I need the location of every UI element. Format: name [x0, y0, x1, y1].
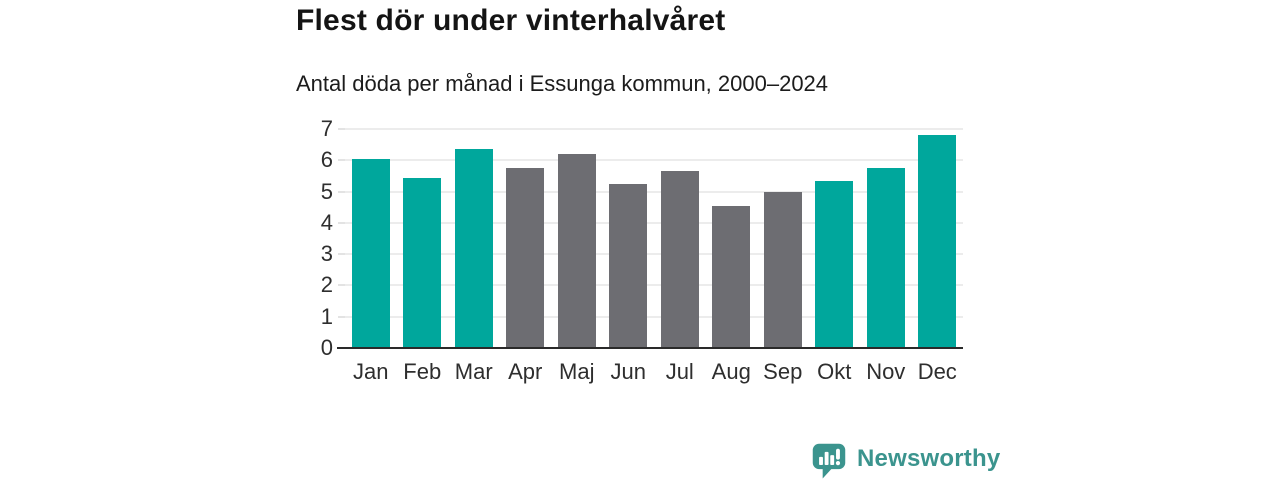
bar-sep [763, 191, 802, 348]
bar-slot [448, 129, 500, 348]
x-axis-tick-label: Okt [817, 359, 852, 384]
y-axis-tick-label: 3 [320, 241, 333, 267]
gridline [345, 284, 963, 287]
x-axis-tick-label: Mar [454, 359, 493, 384]
gridline [345, 190, 963, 193]
y-axis-tickmark [338, 159, 345, 162]
y-axis-tick-label: 7 [320, 116, 333, 141]
y-axis-tickmark [338, 128, 345, 130]
bar-slot [551, 129, 603, 348]
chart-title: Flest dör under vinterhalvåret [296, 4, 726, 37]
bar-slot [603, 129, 655, 348]
bar-chart-speech-bubble-icon [812, 443, 846, 479]
x-axis-tick-label: Feb [403, 359, 442, 384]
y-axis-tick-label: 6 [320, 147, 333, 173]
x-axis-tick-label: Apr [508, 359, 543, 384]
x-axis-tick-label: Aug [711, 359, 751, 384]
bar-aug [712, 205, 751, 348]
y-axis-tickmark [338, 190, 345, 193]
bar-slot [757, 129, 809, 348]
x-axis-tick-label: Nov [866, 359, 906, 384]
y-axis-tick-label: 2 [320, 272, 333, 298]
x-axis-line [337, 347, 963, 349]
bar-apr [506, 168, 545, 348]
bar-slot [809, 129, 861, 348]
x-axis-labels: Jan Feb Mar Apr Maj Jun Jul Aug Sep Okt Nov Dec [345, 359, 963, 385]
gridline [345, 315, 963, 318]
bar-slot [912, 129, 964, 348]
bar-slot [397, 129, 449, 348]
y-axis-tick-label: 4 [320, 209, 333, 235]
x-axis-tick-label: Jun [610, 359, 646, 384]
x-axis-tick-label: Jul [665, 359, 694, 384]
gridline [345, 253, 963, 256]
gridline [345, 221, 963, 224]
bar-feb [403, 177, 442, 348]
bar-mar [454, 149, 493, 348]
bar-slot [500, 129, 552, 348]
bar-jul [660, 171, 699, 348]
y-axis-tickmark [338, 253, 345, 256]
y-axis-tick-label: 1 [320, 303, 333, 329]
x-axis-tick-label: Jan [353, 359, 389, 384]
y-axis-tickmark [338, 315, 345, 318]
chart-subtitle: Antal döda per månad i Essunga kommun, 2… [296, 71, 829, 96]
y-axis-tick-label: 0 [320, 335, 333, 360]
newsworthy-wordmark: Newsworthy [857, 445, 1001, 472]
bar-slot [654, 129, 706, 348]
y-axis-tickmark [338, 221, 345, 224]
gridline [345, 159, 963, 162]
bar-slot [860, 129, 912, 348]
x-axis-tick-label: Dec [917, 359, 957, 384]
bar-slot [345, 129, 397, 348]
bar-okt [815, 180, 854, 348]
x-axis-tick-label: Maj [559, 359, 595, 384]
y-axis-tick-label: 5 [320, 178, 333, 204]
newsworthy-logo: Newsworthy [810, 442, 1000, 479]
bar-nov [866, 168, 905, 348]
bars-container [345, 129, 963, 348]
bar-slot [706, 129, 758, 348]
x-axis-tick-label: Sep [763, 359, 803, 384]
bar-maj [557, 154, 596, 348]
gridline [345, 128, 963, 130]
bar-dec [918, 135, 957, 348]
plot-area [337, 128, 963, 349]
bar-jan [351, 158, 390, 348]
y-axis-tickmark [338, 284, 345, 287]
bar-jun [609, 183, 648, 348]
